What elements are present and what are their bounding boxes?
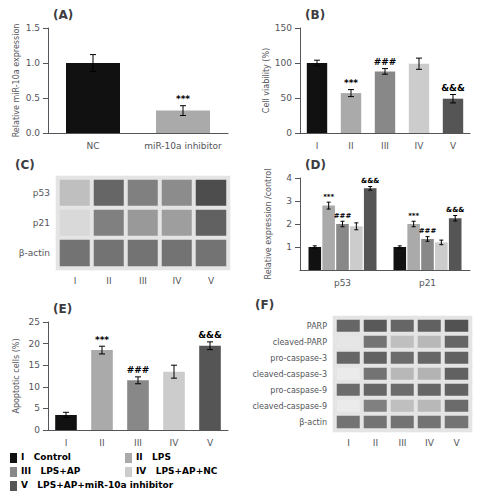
svg-text:20: 20 xyxy=(29,339,41,349)
svg-text:***: *** xyxy=(408,212,419,220)
svg-text:1.5: 1.5 xyxy=(26,23,40,33)
svg-text:###: ### xyxy=(419,227,437,235)
svg-text:0.0: 0.0 xyxy=(26,128,41,138)
svg-text:10: 10 xyxy=(29,382,41,392)
svg-text:###: ### xyxy=(334,212,352,220)
svg-text:100: 100 xyxy=(275,58,292,68)
svg-text:&&&: &&& xyxy=(441,83,465,93)
svg-text:###: ### xyxy=(127,365,150,375)
svg-text:p21: p21 xyxy=(419,278,436,288)
svg-text:(B): (B) xyxy=(305,8,325,22)
svg-text:***: *** xyxy=(344,78,358,88)
svg-text:###: ### xyxy=(374,57,397,67)
svg-text:cleaved-PARP: cleaved-PARP xyxy=(273,338,327,347)
svg-text:I: I xyxy=(65,438,68,448)
svg-text:III: III xyxy=(381,141,389,151)
svg-text:15: 15 xyxy=(29,360,40,370)
svg-text:V: V xyxy=(450,141,457,151)
svg-text:II: II xyxy=(373,438,378,448)
svg-text:p53: p53 xyxy=(33,188,50,198)
svg-text:V: V xyxy=(207,438,214,448)
svg-text:II: II xyxy=(106,276,111,286)
svg-text:&&&: &&& xyxy=(361,177,379,185)
svg-text:0: 0 xyxy=(34,425,40,435)
svg-text:IV: IV xyxy=(415,141,425,151)
svg-text:I: I xyxy=(316,141,319,151)
svg-text:&&&: &&& xyxy=(446,206,464,214)
svg-text:IV LPS+AP+NC: IV LPS+AP+NC xyxy=(136,466,218,476)
svg-text:p21: p21 xyxy=(33,218,50,228)
svg-text:Cell viability (%): Cell viability (%) xyxy=(262,48,271,113)
svg-text:3: 3 xyxy=(286,196,292,206)
svg-text:V: V xyxy=(208,276,215,286)
svg-text:&&&: &&& xyxy=(198,330,222,340)
svg-text:pro-caspase-3: pro-caspase-3 xyxy=(270,354,327,363)
svg-text:Apoptotic cells (%): Apoptotic cells (%) xyxy=(12,338,21,413)
svg-text:150: 150 xyxy=(275,23,292,33)
svg-text:V LPS+AP+miR-10a inhibitor: V LPS+AP+miR-10a inhibitor xyxy=(21,480,174,490)
svg-text:cleaved-caspase-9: cleaved-caspase-9 xyxy=(252,402,327,411)
svg-text:4: 4 xyxy=(286,173,292,183)
svg-text:(C): (C) xyxy=(15,158,35,172)
svg-text:(A): (A) xyxy=(53,8,73,22)
svg-text:***: *** xyxy=(323,193,334,201)
svg-text:I Control: I Control xyxy=(21,452,71,462)
svg-text:***: *** xyxy=(95,335,109,345)
svg-text:(F): (F) xyxy=(255,298,274,312)
svg-text:pro-caspase-9: pro-caspase-9 xyxy=(270,386,327,395)
svg-text:II: II xyxy=(99,438,104,448)
svg-text:III: III xyxy=(139,276,147,286)
svg-text:II: II xyxy=(348,141,353,151)
svg-text:PARP: PARP xyxy=(307,322,327,331)
svg-text:5: 5 xyxy=(34,403,40,413)
svg-text:III: III xyxy=(134,438,142,448)
svg-text:25: 25 xyxy=(29,317,40,327)
svg-text:***: *** xyxy=(176,94,190,104)
svg-text:Relative expression /control: Relative expression /control xyxy=(264,169,273,280)
svg-text:Relative miR-10a expression: Relative miR-10a expression xyxy=(12,24,21,138)
svg-text:I: I xyxy=(74,276,77,286)
svg-text:1: 1 xyxy=(286,242,292,252)
svg-text:IV: IV xyxy=(425,438,435,448)
svg-text:III: III xyxy=(399,438,407,448)
svg-text:50: 50 xyxy=(281,93,293,103)
svg-text:IV: IV xyxy=(170,438,180,448)
svg-text:0.5: 0.5 xyxy=(26,93,40,103)
svg-text:(E): (E) xyxy=(53,302,72,316)
svg-text:miR-10a inhibitor: miR-10a inhibitor xyxy=(144,141,222,151)
svg-text:IV: IV xyxy=(173,276,183,286)
svg-text:β-actin: β-actin xyxy=(19,248,50,258)
svg-text:V: V xyxy=(453,438,460,448)
svg-text:p53: p53 xyxy=(334,278,351,288)
svg-text:II LPS: II LPS xyxy=(136,452,171,462)
svg-text:1.0: 1.0 xyxy=(26,58,41,68)
svg-text:III LPS+AP: III LPS+AP xyxy=(21,466,81,476)
svg-text:β-actin: β-actin xyxy=(299,418,327,427)
svg-text:I: I xyxy=(347,438,350,448)
svg-text:0: 0 xyxy=(286,128,292,138)
svg-text:cleaved-caspase-3: cleaved-caspase-3 xyxy=(252,370,327,379)
svg-text:(D): (D) xyxy=(305,158,326,172)
svg-text:NC: NC xyxy=(86,141,99,151)
svg-text:2: 2 xyxy=(286,219,292,229)
